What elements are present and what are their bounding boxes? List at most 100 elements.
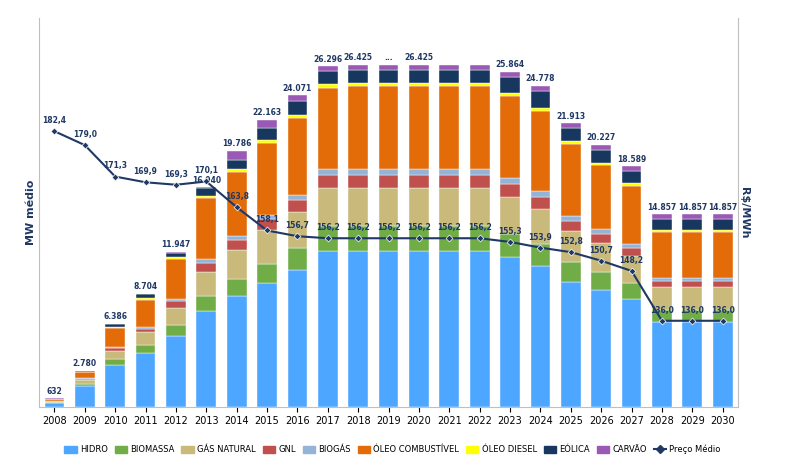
Bar — [470, 175, 490, 188]
Legend: HIDRO, BIOMASSA, GÁS NATURAL, GNL, BIOGÁS, ÓLEO COMBUSTÍVEL, ÓLEO DIESEL, EÓLICA: HIDRO, BIOMASSA, GÁS NATURAL, GNL, BIOGÁ… — [60, 442, 725, 458]
Bar — [136, 294, 155, 298]
Bar — [561, 221, 581, 231]
Text: 158,1: 158,1 — [255, 215, 279, 225]
Bar — [531, 91, 550, 108]
Bar — [682, 278, 703, 281]
Bar — [713, 310, 732, 322]
Bar — [227, 172, 246, 236]
Text: 26.425: 26.425 — [344, 53, 373, 62]
Y-axis label: MW médio: MW médio — [27, 180, 36, 245]
Bar — [652, 219, 672, 230]
Bar — [591, 230, 611, 234]
Bar — [166, 308, 186, 325]
Bar — [257, 283, 277, 407]
Bar — [257, 140, 277, 143]
Text: 18.589: 18.589 — [617, 154, 646, 164]
Bar — [561, 128, 581, 141]
Bar — [713, 287, 732, 310]
Text: 11.947: 11.947 — [161, 240, 191, 249]
Text: 170,1: 170,1 — [195, 166, 218, 176]
Bar — [591, 243, 611, 272]
Bar — [378, 188, 399, 226]
Bar — [531, 266, 550, 407]
Bar — [652, 278, 672, 281]
Bar — [45, 403, 64, 407]
Bar — [349, 188, 368, 226]
Bar — [136, 332, 155, 345]
Bar — [591, 165, 611, 230]
Text: 22.163: 22.163 — [253, 108, 282, 117]
Bar — [105, 351, 125, 359]
Bar — [409, 175, 429, 188]
Bar — [257, 230, 277, 264]
Bar — [287, 101, 307, 115]
Bar — [622, 170, 641, 183]
Text: 632: 632 — [46, 387, 62, 396]
Bar — [196, 296, 216, 310]
Bar — [622, 256, 641, 283]
Bar — [75, 386, 95, 407]
Bar — [470, 226, 490, 251]
Bar — [440, 69, 459, 83]
Bar — [682, 232, 703, 278]
Bar — [196, 198, 216, 260]
Text: 155,3: 155,3 — [498, 227, 522, 236]
Bar — [166, 302, 186, 308]
Bar — [378, 251, 399, 407]
Bar — [136, 345, 155, 353]
Bar — [713, 230, 732, 232]
Bar — [622, 186, 641, 244]
Bar — [45, 398, 64, 399]
Bar — [136, 353, 155, 407]
Bar — [561, 123, 581, 128]
Bar — [591, 145, 611, 150]
Bar — [287, 200, 307, 212]
Bar — [561, 141, 581, 144]
Text: 182,4: 182,4 — [42, 116, 67, 125]
Bar — [227, 160, 246, 170]
Bar — [349, 175, 368, 188]
Bar — [349, 251, 368, 407]
Text: 156,7: 156,7 — [286, 221, 309, 230]
Bar — [682, 287, 703, 310]
Bar — [652, 310, 672, 322]
Bar — [196, 272, 216, 296]
Text: 163,8: 163,8 — [225, 192, 249, 201]
Bar — [409, 169, 429, 175]
Bar — [531, 191, 550, 197]
Bar — [652, 214, 672, 219]
Bar — [531, 209, 550, 243]
Bar — [318, 169, 338, 175]
Text: 6.386: 6.386 — [103, 312, 127, 322]
Bar — [349, 86, 368, 169]
Bar — [196, 260, 216, 263]
Bar — [378, 175, 399, 188]
Text: 2.780: 2.780 — [73, 359, 97, 368]
Bar — [652, 230, 672, 232]
Bar — [440, 65, 459, 69]
Bar — [378, 86, 399, 169]
Bar — [227, 296, 246, 407]
Bar — [561, 144, 581, 216]
Bar — [227, 236, 246, 240]
Bar — [713, 278, 732, 281]
Bar — [470, 169, 490, 175]
Bar — [713, 219, 732, 230]
Bar — [318, 67, 338, 71]
Bar — [470, 69, 490, 83]
Bar — [682, 230, 703, 232]
Bar — [105, 359, 125, 365]
Bar — [105, 365, 125, 407]
Bar — [561, 216, 581, 221]
Bar — [75, 378, 95, 379]
Text: 24.071: 24.071 — [283, 84, 312, 92]
Bar — [349, 83, 368, 86]
Bar — [105, 328, 125, 347]
Bar — [287, 115, 307, 118]
Text: 156,2: 156,2 — [468, 223, 491, 232]
Bar — [318, 188, 338, 226]
Text: 156,2: 156,2 — [346, 223, 370, 232]
Bar — [196, 263, 216, 272]
Bar — [349, 169, 368, 175]
Text: 136,0: 136,0 — [710, 306, 735, 315]
